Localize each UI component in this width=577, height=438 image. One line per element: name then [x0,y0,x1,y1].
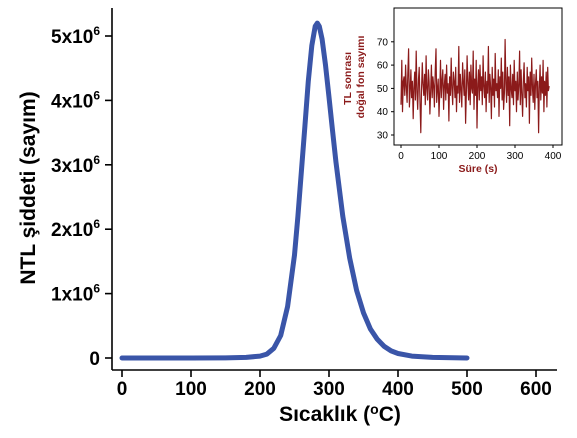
inset-chart: 0 100 200 300 400 30 40 50 60 70 Süre (s) TL son… [342,7,563,175]
inset-y-ticks: 30 40 50 60 70 [377,37,394,142]
main-x-tick-label: 400 [382,379,414,400]
inset-y-tick-label: 70 [377,37,389,48]
main-x-tick-label: 300 [313,379,345,400]
main-y-axis-label: NTL şiddeti (sayım) [17,91,40,284]
inset-y-axis-label-line-2: doğal fon sayımı [355,36,367,119]
inset-x-ticks: 0 100 200 300 400 [398,145,562,162]
inset-y-axis-label-line-1: TL sonrası [342,52,354,105]
inset-y-tick-label: 40 [377,107,389,118]
main-y-tick-label: 0 [89,349,100,370]
main-y-tick-label: 3x106 [51,153,100,177]
main-chart: 0 100 200 300 400 500 600 01x1062x1063x1064x10… [17,8,557,426]
inset-series-line [400,38,550,134]
main-x-tick-label: 100 [175,379,207,400]
main-y-axis: 0 1x106 2x106 3x106 4x106 5x106 [51,8,113,370]
main-x-tick-label: 600 [520,379,552,400]
main-x-axis-label-text: Sıcaklık ( [279,403,370,426]
main-x-tick-label: 500 [451,379,483,400]
inset-y-tick-label: 30 [377,131,389,142]
main-x-tick-label: 200 [244,379,276,400]
main-x-axis-label-unit: C) [379,403,401,426]
main-x-axis-label: Sıcaklık (oC) [279,401,401,426]
inset-x-tick-label: 0 [398,151,404,162]
inset-x-axis-label: Süre (s) [458,163,497,175]
main-y-ticks: 0 1x106 2x106 3x106 4x106 5x106 [51,24,112,370]
main-y-tick-label: 1x106 [51,282,100,306]
inset-y-tick-label: 60 [377,61,389,72]
inset-y-axis-label: TL sonrası doğal fon sayımı [342,36,367,119]
inset-x-tick-label: 300 [507,151,524,162]
main-x-tick-label: 0 [117,379,128,400]
inset-x-tick-label: 100 [431,151,448,162]
main-y-tick-label: 2x106 [51,217,100,241]
main-y-tick-label: 5x106 [51,24,100,48]
main-series-line [119,20,470,361]
main-x-ticks: 0 100 200 300 400 500 600 [117,370,552,400]
svg-text:Sıcaklık (oC): Sıcaklık (oC) [279,401,401,426]
inset-x-tick-label: 200 [469,151,486,162]
main-x-axis: 0 100 200 300 400 500 600 [112,369,557,400]
main-x-axis-label-superscript: o [370,401,379,417]
inset-x-tick-label: 400 [545,151,562,162]
inset-y-tick-label: 50 [377,84,389,95]
main-y-tick-label: 4x106 [51,88,100,112]
